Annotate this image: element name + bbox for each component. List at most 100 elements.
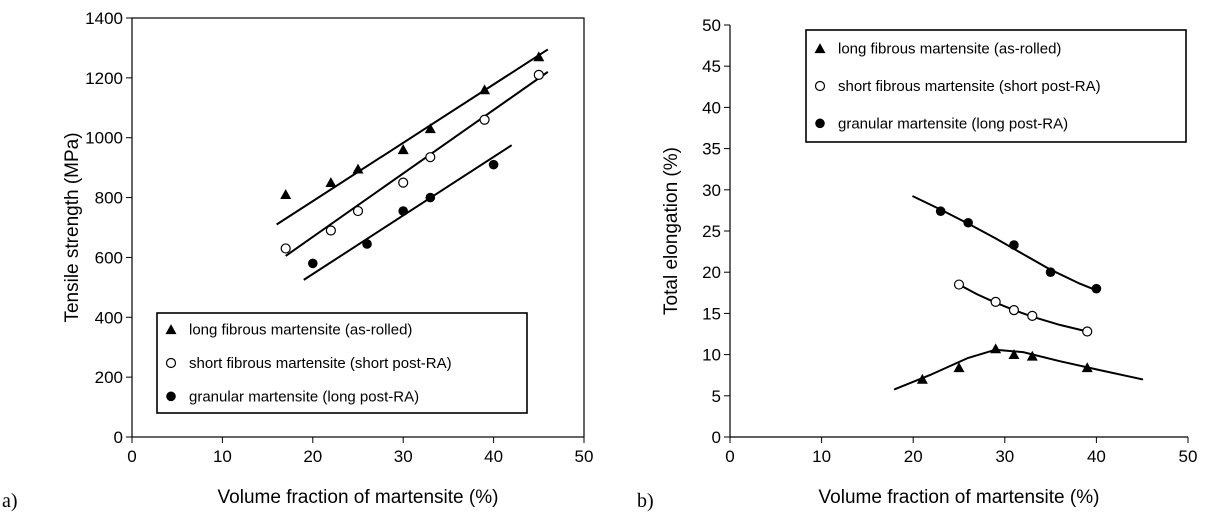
y-tick-label: 800 xyxy=(95,189,123,208)
x-tick-label: 0 xyxy=(127,447,136,466)
panel-label-a: a) xyxy=(2,490,18,512)
legend-label: granular martensite (long post-RA) xyxy=(838,115,1068,132)
data-point xyxy=(1026,350,1038,361)
data-point xyxy=(935,206,946,217)
y-tick-label: 200 xyxy=(95,368,123,387)
y-tick-label: 1000 xyxy=(85,129,123,148)
series-1 xyxy=(893,343,1144,391)
y-tick-label: 50 xyxy=(702,16,721,35)
legend: long fibrous martensite (as-rolled) short… xyxy=(156,312,528,414)
y-tick-label: 5 xyxy=(712,387,721,406)
fit-line xyxy=(285,71,549,257)
data-point xyxy=(479,84,491,95)
x-tick-label: 50 xyxy=(1179,447,1198,466)
x-tick-label: 10 xyxy=(812,447,831,466)
data-point xyxy=(325,177,337,188)
data-point xyxy=(362,239,372,249)
data-point xyxy=(1027,310,1038,321)
series-2 xyxy=(280,69,549,257)
data-point xyxy=(990,343,1002,354)
x-tick-label: 40 xyxy=(484,447,503,466)
y-axis-label: Tensile strength (MPa) xyxy=(62,132,83,322)
data-point xyxy=(352,205,364,217)
series-3 xyxy=(912,195,1102,294)
y-tick-label: 15 xyxy=(702,304,721,323)
data-point xyxy=(1008,305,1020,316)
x-tick-label: 10 xyxy=(213,447,232,466)
data-point xyxy=(990,296,1001,307)
chart-a: 0 10 20 30 40 50 0 200 400 600 800 1000 1200 1400 Volu… xyxy=(62,9,593,508)
y-tick-label: 30 xyxy=(702,181,721,200)
y-tick-label: 45 xyxy=(702,57,721,76)
data-point xyxy=(533,51,545,62)
data-point xyxy=(953,279,965,290)
fit-curve xyxy=(893,348,1144,391)
data-point xyxy=(398,177,409,188)
x-axis-label: Volume fraction of martensite (%) xyxy=(819,487,1100,508)
legend-marker xyxy=(814,80,826,92)
legend-box xyxy=(156,312,528,414)
series-1 xyxy=(276,48,549,226)
series-2 xyxy=(953,279,1093,337)
data-point xyxy=(325,225,336,236)
panel-label-b: b) xyxy=(637,490,654,512)
legend-marker xyxy=(165,357,177,369)
y-tick-label: 25 xyxy=(702,222,721,241)
series-3 xyxy=(303,144,513,281)
data-point xyxy=(424,123,436,134)
data-point xyxy=(1091,283,1102,294)
chart-b: 0 10 20 30 40 50 0 5 10 15 20 25 30 35 40 45 50 Volume fr… xyxy=(661,16,1197,508)
x-tick-label: 20 xyxy=(303,447,322,466)
data-point xyxy=(1045,267,1056,278)
legend-marker xyxy=(814,43,826,54)
data-point xyxy=(425,192,436,203)
x-tick-label: 20 xyxy=(904,447,923,466)
fit-line xyxy=(276,48,549,226)
legend: long fibrous martensite (as-rolled) short… xyxy=(805,29,1187,143)
plot-frame xyxy=(131,17,585,438)
x-tick-label: 40 xyxy=(1087,447,1106,466)
data-point xyxy=(425,152,436,163)
data-point xyxy=(916,373,928,384)
y-tick-label: 35 xyxy=(702,140,721,159)
y-tick-label: 1400 xyxy=(85,9,123,28)
y-tick-label: 0 xyxy=(712,428,721,447)
x-tick-label: 30 xyxy=(995,447,1014,466)
x-axis-label: Volume fraction of martensite (%) xyxy=(218,487,499,508)
legend-marker xyxy=(815,118,825,129)
legend-box xyxy=(805,29,1187,143)
data-point xyxy=(398,206,409,216)
legend-label: short fibrous martensite (short post-RA) xyxy=(838,78,1101,95)
data-point xyxy=(1009,240,1019,250)
legend-label: short fibrous martensite (short post-RA) xyxy=(189,355,452,372)
legend-marker xyxy=(165,324,177,335)
data-point xyxy=(488,159,499,170)
y-tick-label: 40 xyxy=(702,98,721,117)
y-tick-label: 20 xyxy=(702,263,721,282)
y-tick-label: 600 xyxy=(95,248,123,267)
x-tick-label: 0 xyxy=(725,447,734,466)
data-point xyxy=(1081,362,1093,373)
data-point xyxy=(963,217,973,228)
data-point xyxy=(1082,326,1093,337)
y-tick-label: 10 xyxy=(702,346,721,365)
data-point xyxy=(533,69,544,80)
legend-label: granular martensite (long post-RA) xyxy=(189,388,419,405)
legend-marker xyxy=(166,391,176,402)
fit-curve xyxy=(958,283,1089,333)
data-point xyxy=(479,114,490,125)
data-point xyxy=(953,362,965,373)
data-point xyxy=(308,258,318,269)
data-point xyxy=(352,163,364,174)
y-tick-label: 1200 xyxy=(85,69,123,88)
data-point xyxy=(1008,349,1020,359)
y-tick-label: 400 xyxy=(95,308,123,327)
legend-label: long fibrous martensite (as-rolled) xyxy=(189,322,412,339)
data-point xyxy=(280,189,292,199)
x-tick-label: 30 xyxy=(394,447,413,466)
legend-label: long fibrous martensite (as-rolled) xyxy=(838,41,1061,58)
data-point xyxy=(397,144,409,155)
x-tick-label: 50 xyxy=(575,447,594,466)
data-point xyxy=(280,243,291,254)
